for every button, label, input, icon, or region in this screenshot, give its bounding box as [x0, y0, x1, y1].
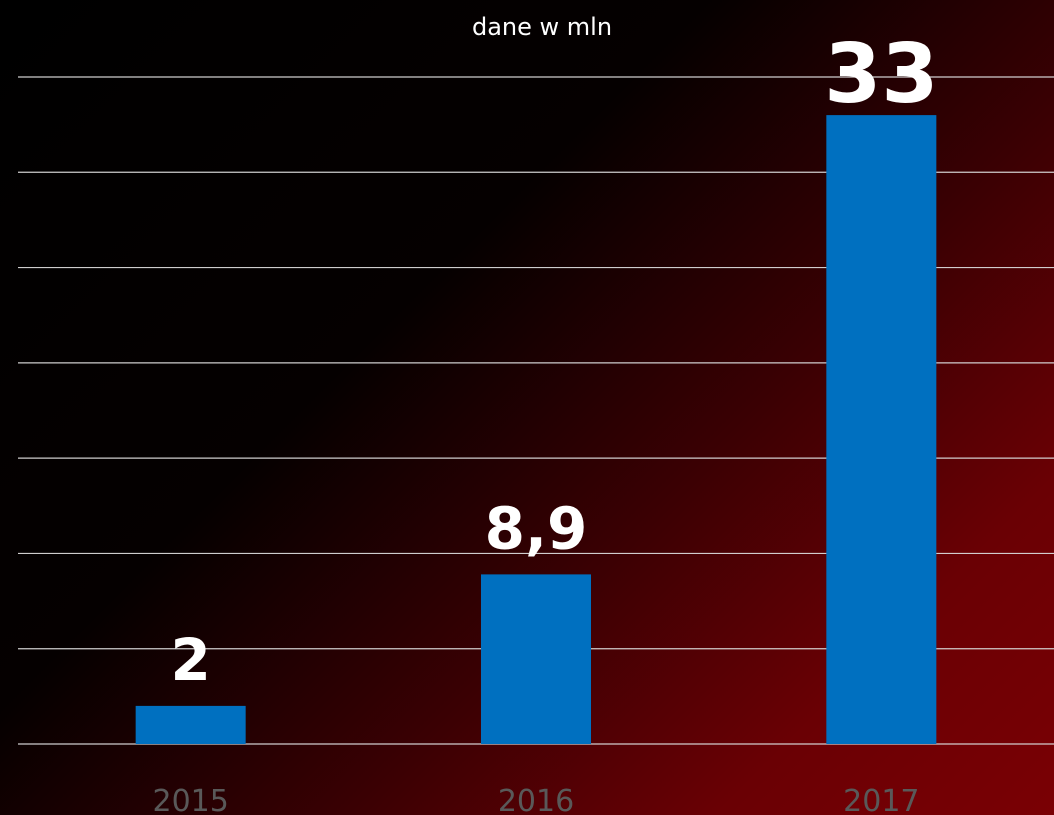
x-tick-label-2016: 2016: [498, 784, 574, 815]
x-tick-label-2017: 2017: [843, 784, 919, 815]
bar-2016: [481, 574, 591, 744]
data-label-2016: 8,9: [485, 494, 588, 562]
bar-2015: [135, 705, 246, 744]
data-label-2017: 33: [824, 27, 938, 122]
bar-2017: [826, 115, 937, 745]
x-tick-label-2015: 2015: [152, 784, 228, 815]
chart-subtitle: dane w mln: [472, 13, 612, 41]
data-label-2015: 2: [170, 626, 210, 694]
